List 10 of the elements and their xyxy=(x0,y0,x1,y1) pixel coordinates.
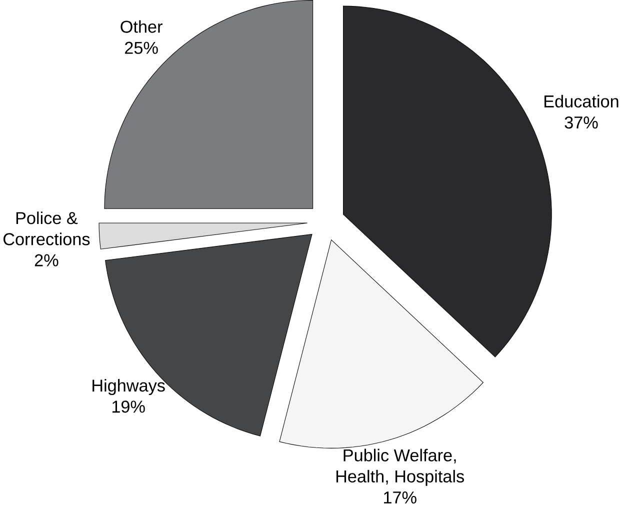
slice-label: Education xyxy=(544,94,618,108)
slice-label: Police & Corrections xyxy=(4,211,90,246)
slice-label: Public Welfare, Health, Hospitals xyxy=(336,448,464,486)
data-label: 2% xyxy=(34,254,58,266)
data-label: 37% xyxy=(564,116,598,129)
data-label: 19% xyxy=(112,400,145,413)
slice-label: Highways xyxy=(92,378,165,395)
data-label: 25% xyxy=(125,42,158,54)
slice-label: Other xyxy=(120,20,162,33)
data-label: 17% xyxy=(384,491,416,504)
